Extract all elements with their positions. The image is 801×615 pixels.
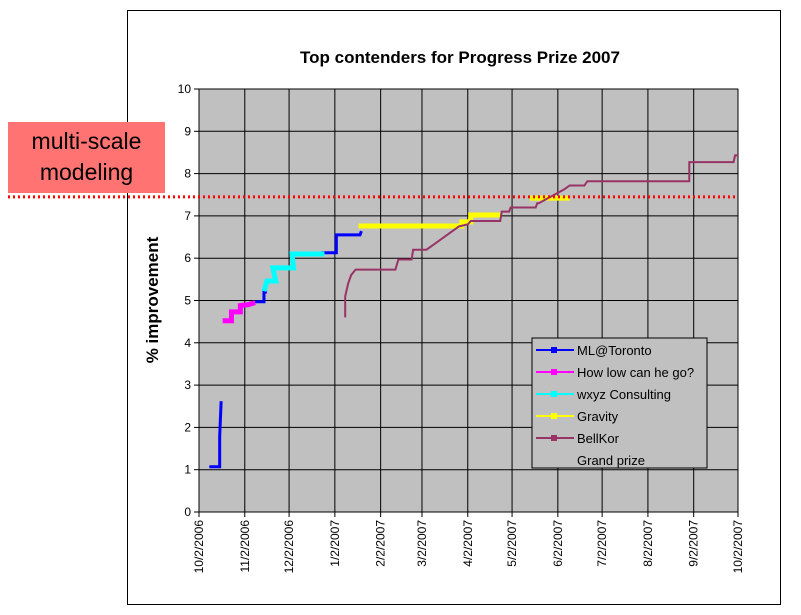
- y-tick-label: 4: [184, 336, 191, 350]
- annotation-multi-scale-modeling: multi-scale modeling: [8, 122, 165, 193]
- y-tick-label: 8: [184, 167, 191, 181]
- legend-box: [531, 337, 708, 469]
- legend-label: Grand prize: [577, 453, 645, 468]
- series-line-ml-toronto: [209, 401, 223, 469]
- x-tick-label: 3/2/2007: [415, 520, 429, 567]
- x-tick-label: 6/2/2007: [551, 520, 565, 567]
- series-line-bellkor: [344, 154, 738, 318]
- chart-title: Top contenders for Progress Prize 2007: [300, 48, 620, 67]
- x-tick-label: 4/2/2007: [461, 520, 475, 567]
- x-tick-label: 8/2/2007: [641, 520, 655, 567]
- x-tick-label: 7/2/2007: [595, 520, 609, 567]
- legend-label: wxyz Consulting: [576, 387, 671, 402]
- series-line-ml-toronto: [321, 230, 363, 255]
- x-tick-label: 11/2/2006: [238, 520, 252, 573]
- y-tick-label: 6: [184, 251, 191, 265]
- y-tick-label: 9: [184, 124, 191, 138]
- legend-label: BellKor: [577, 431, 620, 446]
- series-line-how-low-can-he-go-: [222, 300, 256, 324]
- x-tick-label: 10/2/2007: [731, 520, 745, 574]
- legend-label: Gravity: [577, 409, 619, 424]
- legend-marker: [551, 347, 557, 353]
- chart-frame: [127, 10, 781, 605]
- series-line-gravity: [358, 212, 501, 229]
- x-tick-label: 9/2/2007: [687, 520, 701, 567]
- legend-marker: [551, 435, 557, 441]
- y-tick-label: 1: [184, 463, 191, 477]
- x-tick-label: 5/2/2007: [505, 520, 519, 567]
- y-tick-label: 7: [184, 209, 191, 223]
- series-line-wxyz-consulting: [261, 251, 325, 292]
- legend-marker: [551, 413, 557, 419]
- x-tick-label: 1/2/2007: [328, 520, 342, 567]
- y-tick-label: 10: [178, 82, 192, 96]
- legend-label: How low can he go?: [577, 365, 694, 380]
- y-tick-label: 5: [184, 294, 191, 308]
- y-axis-label: % improvement: [143, 236, 162, 363]
- series-line-ml-toronto: [255, 290, 267, 304]
- x-tick-label: 12/2/2006: [282, 520, 296, 574]
- y-tick-label: 2: [184, 420, 191, 434]
- x-tick-label: 10/2/2006: [192, 520, 206, 574]
- x-tick-label: 2/2/2007: [374, 520, 388, 567]
- y-tick-label: 3: [184, 378, 191, 392]
- legend-label: ML@Toronto: [577, 343, 652, 358]
- legend-marker: [551, 391, 557, 397]
- legend-marker: [551, 369, 557, 375]
- y-tick-label: 0: [184, 505, 191, 519]
